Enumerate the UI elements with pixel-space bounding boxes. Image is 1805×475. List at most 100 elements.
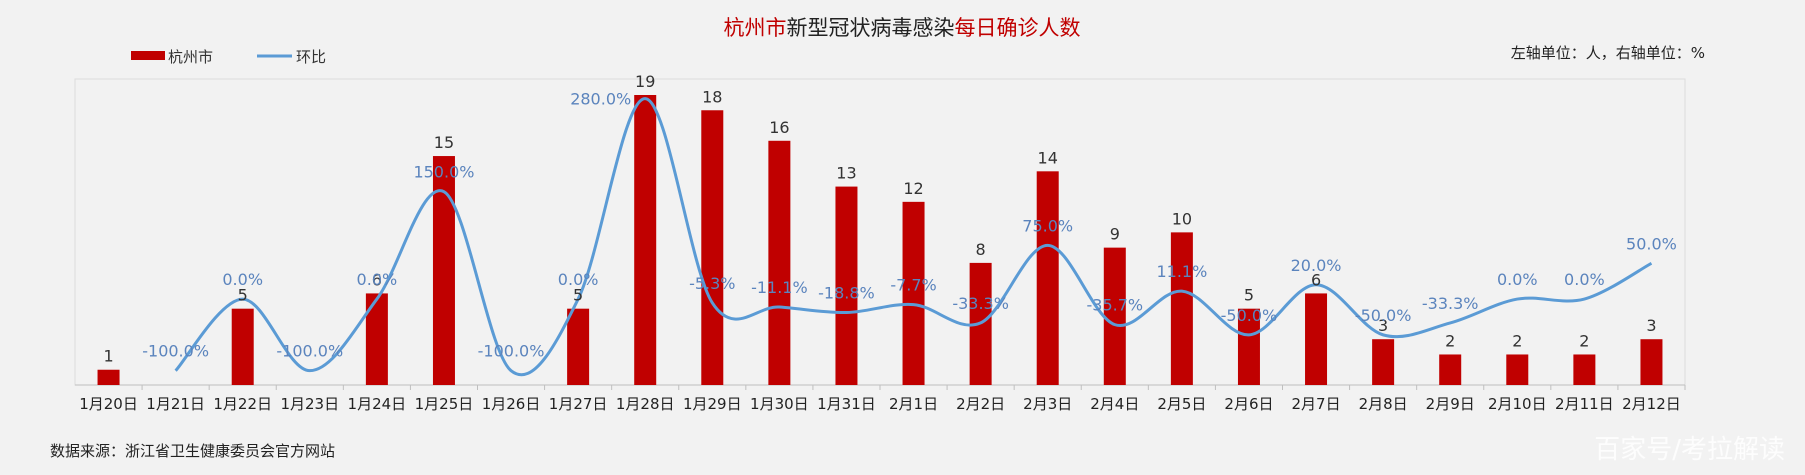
line-label-15: -35.7% — [1086, 296, 1143, 315]
x-tick-15: 2月4日 — [1090, 395, 1139, 413]
plot-area — [74, 78, 1686, 386]
title-part-0: 杭州市 — [724, 16, 787, 40]
bar-label-18: 6 — [1311, 270, 1321, 289]
line-label-14: 75.0% — [1022, 216, 1073, 235]
bar-5 — [432, 156, 455, 385]
bar-label-15: 9 — [1110, 225, 1120, 244]
line-label-17: -50.0% — [1221, 306, 1278, 325]
line-label-11: -18.8% — [818, 284, 875, 303]
legend-bar-swatch — [131, 51, 165, 60]
bar-19 — [1372, 339, 1395, 385]
bar-label-5: 15 — [434, 133, 454, 152]
x-tick-3: 1月23日 — [280, 395, 339, 413]
bar-16 — [1170, 232, 1193, 385]
bar-18 — [1305, 293, 1328, 385]
watermark: 百家号/考拉解读 — [1594, 435, 1785, 465]
line-series — [174, 97, 1653, 377]
line-label-1: -100.0% — [142, 342, 209, 361]
bar-7 — [567, 308, 590, 385]
bar-14 — [1036, 171, 1059, 385]
line-label-12: -7.7% — [890, 276, 936, 295]
x-tick-23: 2月12日 — [1622, 395, 1681, 413]
bar-label-9: 18 — [702, 87, 722, 106]
bar-label-23: 3 — [1646, 316, 1656, 335]
bar-11 — [835, 186, 858, 385]
x-tick-16: 2月5日 — [1157, 395, 1206, 413]
x-tick-4: 1月24日 — [348, 395, 407, 413]
x-tick-12: 2月1日 — [889, 395, 938, 413]
bar-20 — [1439, 354, 1462, 385]
bar-4 — [365, 293, 388, 385]
x-tick-19: 2月8日 — [1359, 395, 1408, 413]
bar-12 — [902, 201, 925, 385]
bar-0 — [97, 369, 120, 385]
bar-label-17: 5 — [1244, 286, 1254, 305]
line-label-10: -11.1% — [751, 278, 808, 297]
x-tick-20: 2月9日 — [1426, 395, 1475, 413]
x-tick-7: 1月27日 — [549, 395, 608, 413]
x-axis-ticks: 1月20日 1月21日 1月22日 1月23日 1月24日 1月25日 1月26日 1月27日… — [79, 385, 1686, 413]
bar-15 — [1103, 247, 1126, 385]
x-tick-22: 2月11日 — [1555, 395, 1614, 413]
bar-17 — [1237, 308, 1260, 385]
source-note: 数据来源：浙江省卫生健康委员会官方网站 — [50, 442, 335, 460]
line-label-23: 50.0% — [1626, 234, 1677, 253]
x-tick-9: 1月29日 — [683, 395, 742, 413]
bar-label-11: 13 — [836, 164, 856, 183]
x-tick-17: 2月6日 — [1224, 395, 1273, 413]
line-labels: -100.0%0.0%-100.0%0.0%150.0%-100.0%0.0%2… — [142, 90, 1677, 361]
x-tick-2: 1月22日 — [213, 395, 272, 413]
bar-label-20: 2 — [1445, 331, 1455, 350]
x-tick-18: 2月7日 — [1291, 395, 1340, 413]
line-label-7: 0.0% — [558, 270, 599, 289]
x-tick-14: 2月3日 — [1023, 395, 1072, 413]
bar-label-14: 14 — [1038, 148, 1058, 167]
line-label-21: 0.0% — [1497, 270, 1538, 289]
x-tick-1: 1月21日 — [146, 395, 205, 413]
bar-21 — [1506, 354, 1529, 385]
bar-series — [97, 95, 1663, 386]
bar-label-0: 1 — [103, 347, 113, 366]
bar-label-10: 16 — [769, 118, 789, 137]
bar-label-12: 12 — [903, 179, 923, 198]
line-label-18: 20.0% — [1291, 256, 1342, 275]
unit-note: 左轴单位：人，右轴单位：% — [1511, 44, 1705, 62]
bar-label-4: 6 — [372, 270, 382, 289]
legend: 杭州市 环比 — [131, 48, 326, 66]
bar-10 — [768, 140, 791, 385]
x-tick-5: 1月25日 — [415, 395, 474, 413]
line-label-16: 11.1% — [1156, 262, 1207, 281]
bar-2 — [231, 308, 254, 385]
x-tick-10: 1月30日 — [750, 395, 809, 413]
bar-label-19: 3 — [1378, 316, 1388, 335]
bar-23 — [1640, 339, 1663, 385]
x-tick-11: 1月31日 — [817, 395, 876, 413]
line-label-22: 0.0% — [1564, 270, 1605, 289]
line-label-6: -100.0% — [478, 342, 545, 361]
bar-9 — [701, 110, 724, 386]
line-label-5: 150.0% — [413, 163, 474, 182]
bar-8 — [634, 95, 657, 385]
bar-label-13: 8 — [976, 240, 986, 259]
title-part-2: 每日确诊人数 — [955, 16, 1081, 40]
line-label-13: -33.3% — [952, 294, 1009, 313]
x-tick-0: 1月20日 — [79, 395, 138, 413]
line-label-20: -33.3% — [1422, 294, 1479, 313]
line-label-8: 280.0% — [570, 90, 631, 109]
title-part-1: 新型冠状病毒感染 — [787, 16, 955, 40]
x-tick-21: 2月10日 — [1488, 395, 1547, 413]
x-tick-6: 1月26日 — [482, 395, 541, 413]
line-label-4: 0.0% — [357, 270, 398, 289]
bar-label-22: 2 — [1579, 331, 1589, 350]
legend-bar-label: 杭州市 — [168, 48, 213, 66]
bar-label-8: 19 — [635, 72, 655, 91]
line-label-9: -5.3% — [689, 274, 735, 293]
line-label-3: -100.0% — [276, 342, 343, 361]
bar-22 — [1573, 354, 1596, 385]
line-label-2: 0.0% — [222, 270, 263, 289]
line-label-19: -50.0% — [1355, 306, 1412, 325]
bar-label-2: 5 — [238, 286, 248, 305]
bar-label-21: 2 — [1512, 331, 1522, 350]
